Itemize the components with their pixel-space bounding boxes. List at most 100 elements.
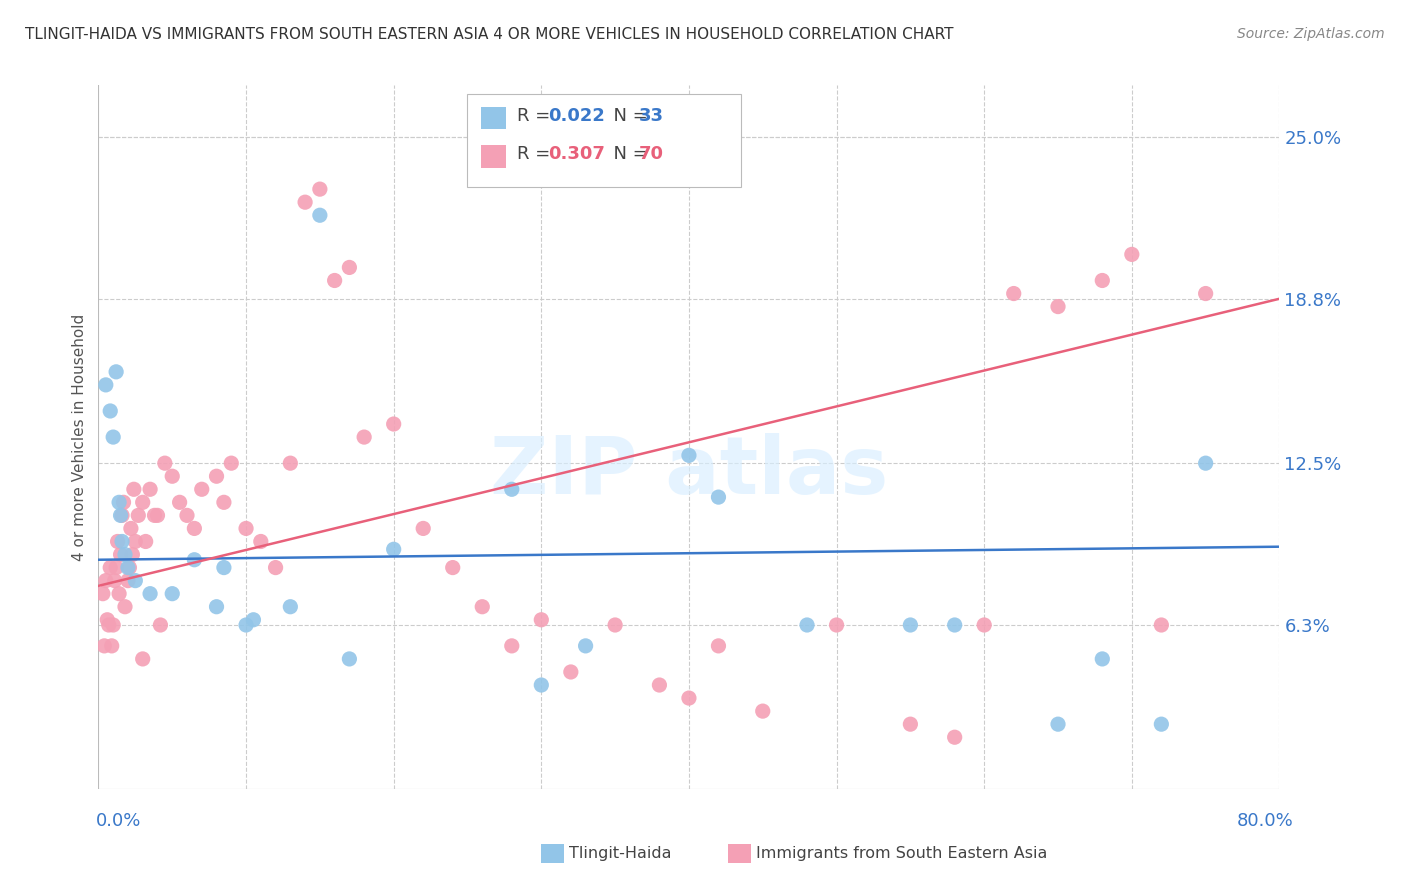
- Point: [825, 618, 848, 632]
- Point: [104, 574, 127, 588]
- Point: [169, 495, 191, 509]
- Point: [183, 553, 205, 567]
- Point: [212, 560, 235, 574]
- Point: [114, 599, 136, 614]
- Point: [235, 521, 257, 535]
- Point: [1150, 618, 1173, 632]
- Point: [118, 560, 141, 574]
- Point: [382, 417, 405, 431]
- Point: [97, 618, 120, 632]
- Point: [221, 456, 243, 470]
- Point: [110, 548, 132, 562]
- Point: [139, 587, 162, 601]
- Point: [1091, 652, 1114, 666]
- Point: [212, 495, 235, 509]
- Point: [900, 618, 922, 632]
- Point: [205, 469, 228, 483]
- Point: [149, 618, 172, 632]
- Point: [796, 618, 818, 632]
- Point: [96, 613, 118, 627]
- Point: [94, 574, 117, 588]
- Text: Immigrants from South Eastern Asia: Immigrants from South Eastern Asia: [756, 847, 1047, 861]
- Point: [98, 560, 121, 574]
- Point: [530, 678, 553, 692]
- Point: [107, 534, 129, 549]
- Point: [1121, 247, 1143, 261]
- Point: [339, 260, 361, 275]
- Point: [943, 618, 966, 632]
- Point: [205, 599, 228, 614]
- Point: [501, 483, 523, 497]
- Text: R =: R =: [517, 145, 557, 163]
- Point: [91, 587, 114, 601]
- Point: [162, 469, 183, 483]
- Text: N =: N =: [602, 145, 654, 163]
- Point: [707, 490, 730, 504]
- Point: [153, 456, 176, 470]
- Point: [162, 587, 183, 601]
- Point: [707, 639, 730, 653]
- Text: 0.022: 0.022: [548, 107, 605, 125]
- Point: [120, 521, 142, 535]
- Point: [139, 483, 162, 497]
- Point: [752, 704, 775, 718]
- Point: [560, 665, 582, 679]
- Point: [353, 430, 375, 444]
- Point: [235, 618, 257, 632]
- Point: [143, 508, 166, 523]
- Point: [121, 548, 143, 562]
- Point: [264, 560, 287, 574]
- Point: [678, 691, 700, 706]
- Text: N =: N =: [602, 107, 654, 125]
- Point: [1150, 717, 1173, 731]
- Point: [112, 495, 135, 509]
- Point: [1047, 717, 1070, 731]
- Point: [1002, 286, 1025, 301]
- Point: [471, 599, 494, 614]
- Point: [132, 495, 155, 509]
- Point: [103, 618, 125, 632]
- Point: [93, 639, 115, 653]
- Point: [132, 652, 155, 666]
- Point: [117, 574, 139, 588]
- Point: [114, 548, 136, 562]
- Text: 0.307: 0.307: [548, 145, 605, 163]
- Point: [117, 560, 139, 574]
- Text: TLINGIT-HAIDA VS IMMIGRANTS FROM SOUTH EASTERN ASIA 4 OR MORE VEHICLES IN HOUSEH: TLINGIT-HAIDA VS IMMIGRANTS FROM SOUTH E…: [25, 27, 953, 42]
- Point: [678, 448, 700, 462]
- Point: [94, 377, 117, 392]
- Point: [124, 574, 146, 588]
- Point: [146, 508, 169, 523]
- Point: [98, 404, 121, 418]
- Text: 33: 33: [638, 107, 664, 125]
- Point: [124, 534, 146, 549]
- Point: [103, 430, 125, 444]
- Text: Source: ZipAtlas.com: Source: ZipAtlas.com: [1237, 27, 1385, 41]
- Point: [323, 273, 346, 287]
- Point: [1091, 273, 1114, 287]
- Point: [309, 208, 332, 222]
- Point: [294, 195, 316, 210]
- Point: [412, 521, 434, 535]
- Point: [441, 560, 464, 574]
- Point: [242, 613, 264, 627]
- Point: [183, 521, 205, 535]
- Point: [105, 365, 128, 379]
- Text: 80.0%: 80.0%: [1237, 812, 1294, 830]
- Point: [110, 508, 132, 523]
- Text: 0.0%: 0.0%: [96, 812, 141, 830]
- Point: [1195, 456, 1218, 470]
- Point: [280, 599, 302, 614]
- Text: 70: 70: [638, 145, 664, 163]
- Point: [100, 639, 122, 653]
- Point: [309, 182, 332, 196]
- Point: [108, 587, 131, 601]
- Point: [382, 542, 405, 557]
- Point: [105, 560, 128, 574]
- Point: [339, 652, 361, 666]
- Point: [176, 508, 198, 523]
- Point: [111, 534, 134, 549]
- Point: [191, 483, 214, 497]
- Point: [943, 730, 966, 744]
- Point: [900, 717, 922, 731]
